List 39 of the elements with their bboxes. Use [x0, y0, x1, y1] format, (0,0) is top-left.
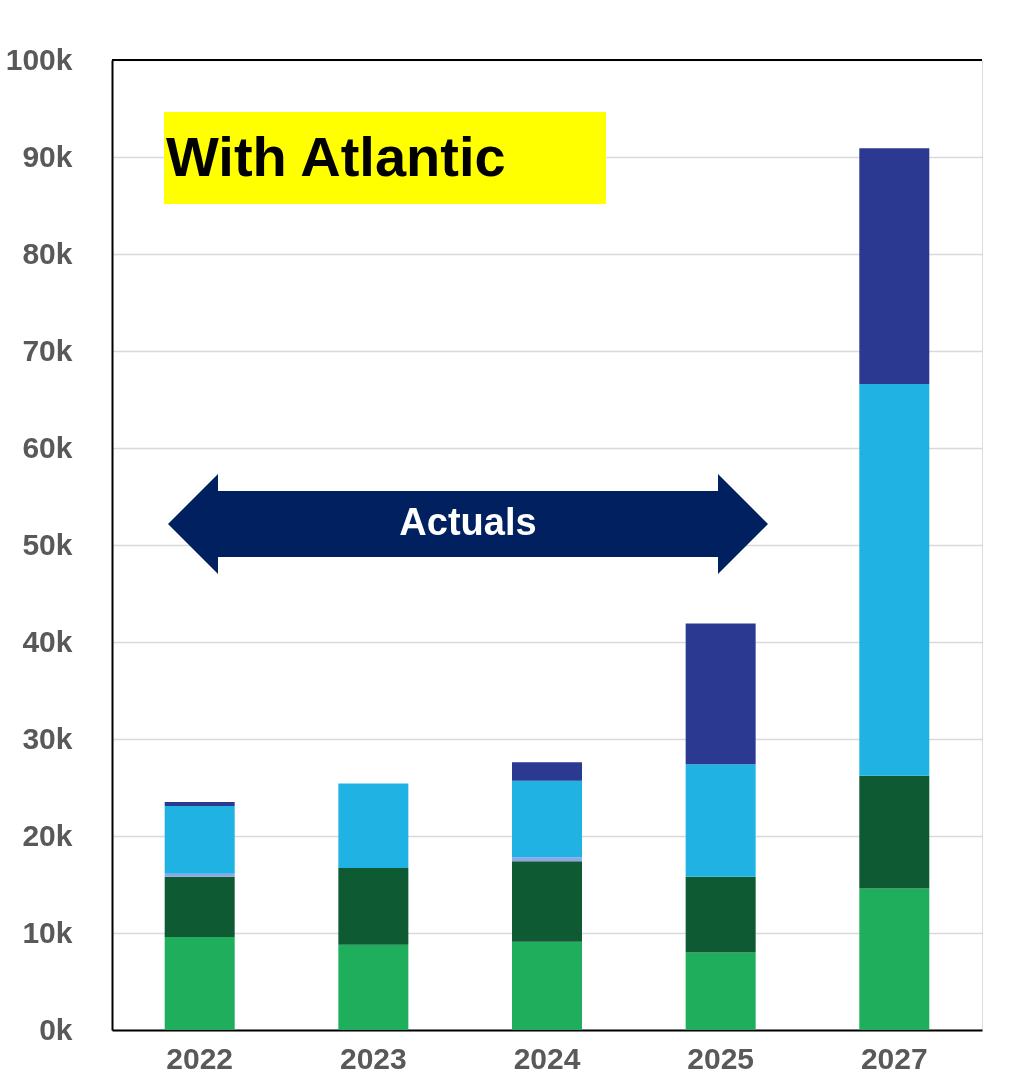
bar: [164, 876, 235, 937]
y-tick-label: 40k: [22, 624, 73, 658]
bar: [859, 383, 930, 776]
bar: [164, 873, 235, 877]
x-tick-label: 2023: [339, 1041, 407, 1075]
bar: [859, 888, 930, 1030]
y-tick-label: 70k: [22, 333, 73, 367]
bar: [338, 783, 409, 869]
y-tick-label: 30k: [22, 721, 73, 755]
annotation: With Atlantic: [166, 125, 506, 188]
bar: [164, 805, 235, 874]
bar: [685, 764, 756, 877]
bar: [512, 780, 582, 858]
annotation: Actuals: [399, 501, 537, 543]
y-tick-label: 50k: [22, 527, 73, 561]
bar: [512, 762, 582, 781]
y-tick-label: 90k: [22, 139, 73, 173]
bar: [859, 148, 930, 384]
x-tick-label: 2022: [166, 1041, 234, 1075]
bar: [512, 857, 582, 862]
y-tick-label: 0k: [39, 1012, 73, 1046]
bar: [338, 868, 409, 945]
x-tick-label: 2025: [687, 1041, 755, 1075]
y-tick-label: 60k: [22, 430, 73, 464]
bar: [512, 941, 582, 1030]
bar: [685, 952, 756, 1030]
bar: [512, 861, 582, 942]
bar: [685, 623, 756, 765]
bar: [164, 802, 235, 806]
bar: [164, 936, 235, 1030]
y-tick-label: 100k: [5, 42, 73, 76]
y-tick-label: 20k: [22, 818, 73, 852]
x-tick-label: 2027: [860, 1041, 928, 1075]
bar: [859, 775, 930, 889]
x-tick-label: 2024: [513, 1041, 581, 1075]
bar: [338, 944, 409, 1030]
y-tick-label: 80k: [22, 236, 73, 270]
y-tick-label: 10k: [22, 915, 73, 949]
bar: [685, 876, 756, 953]
